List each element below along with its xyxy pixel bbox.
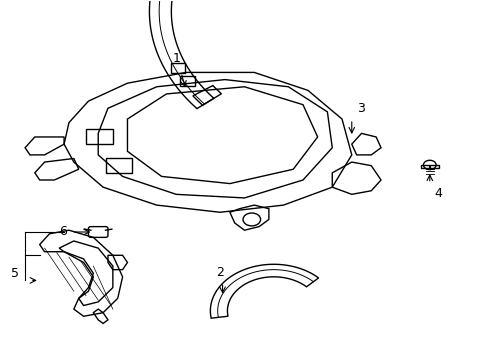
Text: 4: 4: [434, 187, 442, 200]
Text: 2: 2: [216, 266, 224, 279]
Bar: [86, 129, 113, 144]
Bar: [105, 158, 132, 173]
Text: 6: 6: [59, 225, 66, 238]
Text: 5: 5: [11, 267, 20, 280]
Text: 3: 3: [356, 103, 364, 116]
Text: 1: 1: [172, 52, 180, 65]
